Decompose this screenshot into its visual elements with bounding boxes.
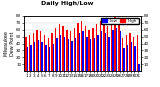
Bar — [33, 33, 34, 71]
Bar — [116, 28, 117, 71]
Bar — [62, 26, 64, 71]
Y-axis label: Milwaukee
Dew Point: Milwaukee Dew Point — [4, 31, 15, 56]
Bar — [88, 30, 90, 71]
Bar — [107, 26, 108, 71]
Bar — [59, 24, 60, 71]
Bar — [126, 35, 127, 71]
Bar — [36, 30, 38, 71]
Bar — [82, 31, 84, 71]
Bar — [131, 42, 132, 71]
Bar — [97, 35, 99, 71]
Bar — [90, 39, 91, 71]
Bar — [30, 45, 32, 71]
Bar — [81, 21, 82, 71]
Bar — [38, 40, 39, 71]
Bar — [85, 26, 86, 71]
Bar — [127, 45, 128, 71]
Bar — [41, 42, 43, 71]
Bar — [56, 38, 58, 71]
Bar — [68, 39, 69, 71]
Bar — [94, 38, 95, 71]
Bar — [92, 28, 94, 71]
Bar — [122, 38, 123, 71]
Bar — [25, 37, 27, 71]
Bar — [64, 37, 65, 71]
Bar — [86, 37, 88, 71]
Bar — [60, 35, 61, 71]
Bar — [45, 45, 47, 71]
Bar — [96, 24, 97, 71]
Bar — [112, 30, 114, 71]
Bar — [105, 33, 106, 71]
Bar — [51, 33, 53, 71]
Bar — [48, 38, 49, 71]
Bar — [70, 31, 71, 71]
Bar — [134, 46, 136, 71]
Bar — [75, 38, 76, 71]
Bar — [103, 23, 105, 71]
Bar — [34, 42, 36, 71]
Bar — [138, 64, 140, 71]
Bar — [77, 23, 79, 71]
Bar — [53, 44, 54, 71]
Bar — [120, 31, 121, 71]
Bar — [40, 31, 41, 71]
Bar — [133, 37, 134, 71]
Bar — [44, 35, 45, 71]
Bar — [101, 31, 102, 71]
Bar — [123, 48, 125, 71]
Bar — [71, 41, 73, 71]
Bar — [55, 28, 56, 71]
Bar — [100, 21, 101, 71]
Bar — [114, 17, 116, 71]
Bar — [29, 35, 30, 71]
Bar — [74, 28, 75, 71]
Bar — [27, 47, 28, 71]
Bar — [79, 33, 80, 71]
Bar — [49, 47, 50, 71]
Bar — [137, 35, 138, 71]
Bar — [118, 21, 120, 71]
Text: Daily High/Low: Daily High/Low — [41, 1, 93, 6]
Bar — [66, 30, 68, 71]
Bar — [129, 33, 131, 71]
Legend: Low, High: Low, High — [100, 18, 139, 24]
Bar — [111, 19, 112, 71]
Bar — [108, 37, 110, 71]
